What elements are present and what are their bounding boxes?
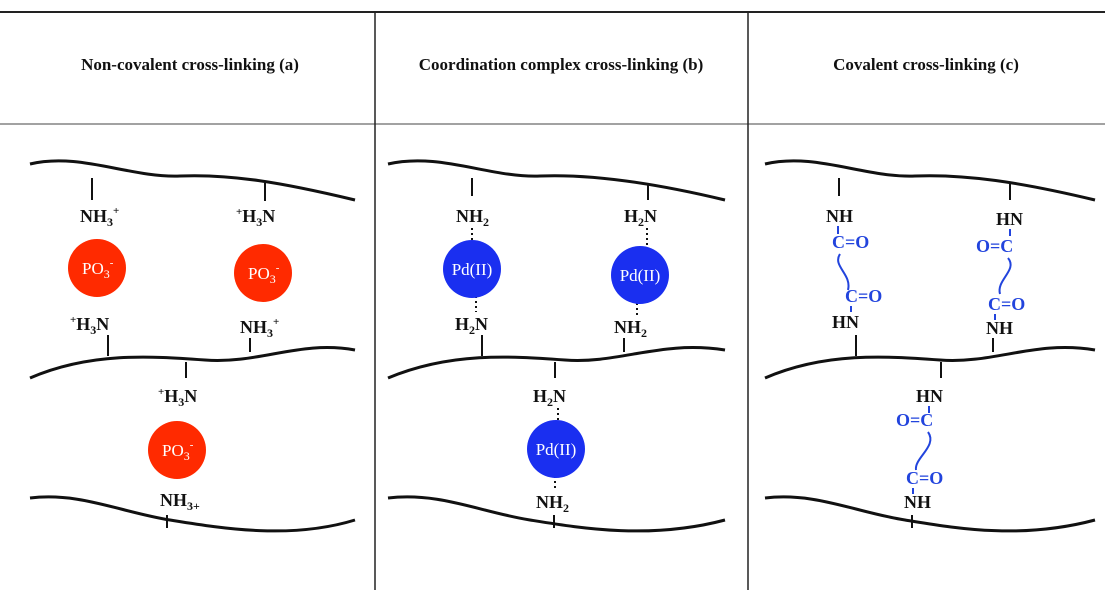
phosphate-circle xyxy=(68,239,126,297)
palladium-circle xyxy=(611,246,669,304)
polymer-chain-bottom xyxy=(764,495,1096,533)
polymer-chain-top xyxy=(764,159,1096,202)
header-non-covalent: Non-covalent cross-linking (a) xyxy=(81,55,299,74)
amine-label: H2N xyxy=(533,386,566,409)
hn-label: HN xyxy=(832,312,859,332)
carbonyl-label: O=C xyxy=(896,410,933,430)
ammonium-label: NH3+ xyxy=(240,316,279,340)
hn-label: HN xyxy=(996,209,1023,229)
phosphate-label: PO3- xyxy=(162,439,194,463)
amine-label: H2N xyxy=(624,206,657,229)
hn-label: HN xyxy=(916,386,943,406)
palladium-circle xyxy=(443,240,501,298)
polymer-chain-bottom xyxy=(29,495,356,533)
ammonium-label: +H3N xyxy=(158,386,197,409)
polymer-chain-top xyxy=(29,159,356,202)
panel-a: NH3+ +H3N +H3N NH3+ +H3N NH3+ PO3- PO3- … xyxy=(29,159,356,533)
palladium-label: Pd(II) xyxy=(536,440,577,459)
panel-b: NH2 H2N H2N NH2 H2N NH2 Pd(II) Pd(II) Pd… xyxy=(387,159,726,533)
palladium-label: Pd(II) xyxy=(620,266,661,285)
ammonium-label: +H3N xyxy=(236,206,275,229)
amine-label: NH2 xyxy=(536,492,569,515)
carbonyl-label: O=C xyxy=(976,236,1013,256)
amine-label: H2N xyxy=(455,314,488,337)
carbonyl-label: C=O xyxy=(988,294,1025,314)
ammonium-label: NH3+ xyxy=(80,205,119,229)
panel-c: NH C=O C=O HN HN O=C C=O NH HN O=C C=O N… xyxy=(764,159,1096,533)
ammonium-label: NH3+ xyxy=(160,490,200,513)
nh-label: NH xyxy=(986,318,1013,338)
nh-label: NH xyxy=(826,206,853,226)
phosphate-label: PO3- xyxy=(248,262,280,286)
linker-chain xyxy=(914,431,932,471)
carbonyl-label: C=O xyxy=(832,232,869,252)
polymer-chain-middle xyxy=(387,346,726,380)
palladium-circle xyxy=(527,420,585,478)
nh-label: NH xyxy=(904,492,931,512)
phosphate-label: PO3- xyxy=(82,257,114,281)
amine-label: NH2 xyxy=(456,206,489,229)
header-covalent: Covalent cross-linking (c) xyxy=(833,55,1019,74)
polymer-chain-middle xyxy=(764,346,1096,380)
amine-label: NH2 xyxy=(614,317,647,340)
ammonium-label: +H3N xyxy=(70,314,109,337)
phosphate-circle xyxy=(234,244,292,302)
palladium-label: Pd(II) xyxy=(452,260,493,279)
carbonyl-label: C=O xyxy=(906,468,943,488)
linker-chain xyxy=(837,253,850,291)
carbonyl-label: C=O xyxy=(845,286,882,306)
linker-chain xyxy=(998,257,1012,295)
header-coordination: Coordination complex cross-linking (b) xyxy=(419,55,703,74)
polymer-chain-top xyxy=(387,159,726,202)
polymer-chain-bottom xyxy=(387,495,726,533)
polymer-chain-middle xyxy=(29,346,356,380)
phosphate-circle xyxy=(148,421,206,479)
